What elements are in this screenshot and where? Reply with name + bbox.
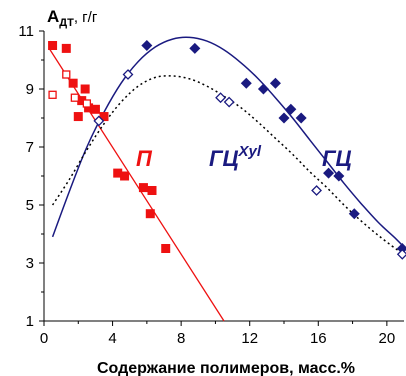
data-point-open-square xyxy=(62,70,71,79)
data-point-filled-square xyxy=(80,84,90,94)
data-point-filled-diamond xyxy=(257,83,269,95)
x-tick-label: 4 xyxy=(108,330,116,347)
data-point-open-diamond xyxy=(215,92,226,104)
data-point-open-diamond xyxy=(311,185,322,196)
y-tick-label: 3 xyxy=(26,255,34,272)
curves xyxy=(48,36,405,322)
data-point-filled-square xyxy=(48,41,58,50)
data-point-open-diamond xyxy=(396,248,406,260)
y-axis-label-main: А xyxy=(47,7,59,26)
data-point-open-square xyxy=(70,93,80,102)
data-point-open-diamond xyxy=(93,115,105,127)
annotation-p: П xyxy=(136,146,153,171)
data-point-open-square xyxy=(48,90,57,99)
data-point-filled-square xyxy=(161,244,171,253)
annotation-gc: ГЦ xyxy=(322,146,352,171)
data-point-filled-square xyxy=(68,78,78,88)
data-point-filled-diamond xyxy=(348,208,360,220)
axes: 1 3 5 7 9 11 0 4 8 12 16 20 xyxy=(18,23,404,347)
data-point-filled-diamond xyxy=(278,112,290,124)
x-tick-label: 8 xyxy=(177,330,185,347)
data-point-filled-square xyxy=(138,183,148,193)
data-point-open-square xyxy=(82,99,92,108)
data-point-open-diamond xyxy=(122,69,134,80)
y-axis-label: АДТ, г/г xyxy=(47,7,98,29)
data-point-filled-diamond xyxy=(323,167,335,179)
data-point-filled-diamond xyxy=(269,77,281,89)
x-axis-label: Содержание полимеров, масс.% xyxy=(97,360,355,376)
data-point-filled-square xyxy=(99,112,109,122)
data-point-filled-square xyxy=(84,103,94,113)
y-tick-label: 7 xyxy=(26,139,34,156)
y-tick-label: 9 xyxy=(26,81,34,98)
markers xyxy=(48,40,406,260)
y-tick-label: 5 xyxy=(26,197,34,214)
series-curve-solid xyxy=(51,36,405,248)
x-tick-label: 16 xyxy=(310,330,327,347)
annotation-gc-xyl-sup: Xyl xyxy=(238,143,262,160)
data-point-filled-diamond xyxy=(285,103,297,115)
y-axis-label-unit: , г/г xyxy=(74,9,98,26)
x-tick-label: 12 xyxy=(241,330,258,347)
data-point-filled-diamond xyxy=(141,40,153,51)
data-point-filled-square xyxy=(147,186,157,195)
y-axis-label-sub: ДТ xyxy=(59,17,74,29)
x-tick-label: 20 xyxy=(379,330,396,347)
data-point-filled-square xyxy=(113,168,123,178)
y-tick-label: 1 xyxy=(26,313,34,330)
data-point-filled-square xyxy=(77,96,87,106)
x-tick-label: 0 xyxy=(40,330,48,347)
series-line-red xyxy=(48,48,225,322)
y-tick-label: 11 xyxy=(18,23,34,40)
data-point-filled-square xyxy=(90,104,100,114)
data-point-filled-square xyxy=(120,171,130,181)
data-point-filled-diamond xyxy=(295,112,307,124)
annotation-gc-xyl-main: ГЦ xyxy=(209,146,239,171)
data-point-filled-diamond xyxy=(333,170,345,182)
data-point-filled-diamond xyxy=(189,42,201,54)
data-point-open-diamond xyxy=(223,96,235,108)
annotation-gc-xyl: ГЦXyl xyxy=(209,143,262,171)
data-point-filled-diamond xyxy=(240,77,252,89)
data-point-filled-square xyxy=(61,43,71,53)
data-point-filled-square xyxy=(145,209,155,219)
data-point-filled-square xyxy=(73,112,83,122)
